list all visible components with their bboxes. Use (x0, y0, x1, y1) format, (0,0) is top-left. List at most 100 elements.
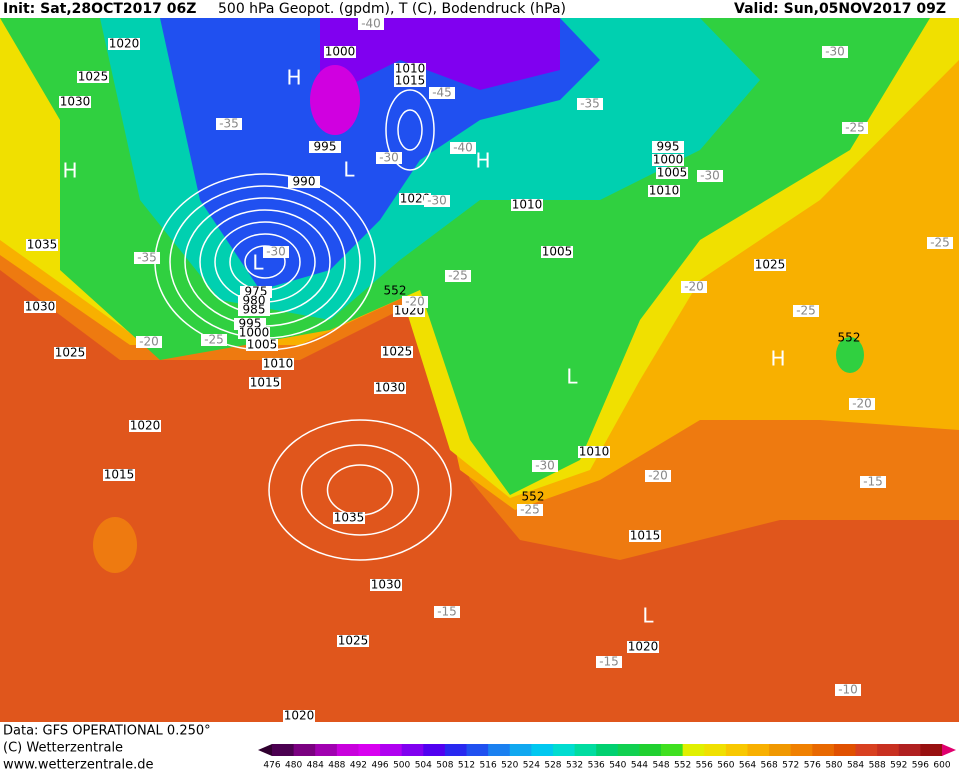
colorbar-segment (682, 744, 705, 756)
temperature-label: -45 (432, 86, 452, 100)
temperature-label: -25 (796, 304, 816, 318)
colorbar-label: 492 (350, 761, 367, 771)
isobar-label: 995 (657, 140, 680, 154)
colorbar-segment (898, 744, 921, 756)
temperature-label: -15 (437, 605, 457, 619)
isobar-label-box (652, 154, 684, 166)
temperature-label-box (402, 296, 428, 308)
colorbar-label: 476 (263, 761, 280, 771)
isobar-label: 995 (314, 140, 337, 154)
colorbar-segment (617, 744, 640, 756)
isobar-label: 1025 (382, 345, 413, 359)
temperature-label-box (835, 684, 861, 696)
colorbar-segment (358, 744, 381, 756)
colorbar-segment (423, 744, 446, 756)
isobar-label-box (656, 167, 688, 179)
contour-label: 552 (384, 284, 407, 298)
colorbar-segment (855, 744, 878, 756)
isobar-label: 1005 (542, 245, 573, 259)
pressure-center: L (642, 604, 654, 628)
isobar-label: 1010 (512, 198, 543, 212)
isobar (397, 109, 423, 151)
colorbar-segment (488, 744, 511, 756)
isobar-label: 1015 (250, 376, 281, 390)
isobar-label: 1015 (395, 74, 426, 88)
isobar-label-box (26, 239, 58, 251)
temperature-label-box (793, 305, 819, 317)
field (836, 337, 864, 373)
isobar (385, 89, 435, 171)
colorbar-label: 536 (588, 761, 605, 771)
isobar-label: 1035 (27, 238, 58, 252)
isobar-label-box (578, 446, 610, 458)
colorbar-label: 588 (869, 761, 886, 771)
temperature-label: -20 (405, 295, 425, 309)
isobar-label-box (333, 512, 365, 524)
isobar-label-box (129, 420, 161, 432)
isobar-label: 1010 (649, 184, 680, 198)
data-source: Data: GFS OPERATIONAL 0.250° (3, 724, 211, 739)
temperature-label: -35 (137, 251, 157, 265)
temperature-label: -30 (379, 151, 399, 165)
isobar-label: 985 (243, 303, 266, 317)
isobar-label: 1025 (78, 70, 109, 84)
isobar-label: 1010 (579, 445, 610, 459)
contour-label: 552 (838, 331, 861, 345)
product: 500 hPa Geopot. (gpdm), T (C), Bodendruc… (218, 1, 566, 17)
temperature-label: -25 (520, 503, 540, 517)
colorbar-arrow (258, 744, 272, 756)
temperature-label-box (429, 87, 455, 99)
copyright: (C) Wetterzentrale (3, 741, 123, 756)
pressure-center: H (286, 66, 301, 90)
pressure-center: L (566, 365, 578, 389)
colorbar-segment (596, 744, 619, 756)
isobar-label: 1025 (55, 346, 86, 360)
colorbar-segment (401, 744, 424, 756)
temperature-label: -35 (219, 117, 239, 131)
colorbar-segment (747, 744, 770, 756)
colorbar-segment (725, 744, 748, 756)
colorbar-label: 540 (609, 761, 626, 771)
temperature-label: -40 (453, 141, 473, 155)
colorbar-label: 544 (631, 761, 648, 771)
isobar-label: 1020 (400, 192, 431, 206)
colorbar-label: 520 (501, 761, 518, 771)
colorbar-label: 548 (652, 761, 669, 771)
isobar-label: 1020 (130, 419, 161, 433)
isobar-label: 1010 (263, 357, 294, 371)
isobar-label-box (77, 71, 109, 83)
colorbar-segment (552, 744, 576, 756)
isobar-label: 1030 (25, 300, 56, 314)
temperature-label: -25 (448, 269, 468, 283)
colorbar-label: 488 (328, 761, 345, 771)
colorbar-segment (877, 744, 900, 756)
isobar-label-box (337, 635, 369, 647)
isobar-label-box (246, 339, 278, 351)
temperature-label-box (376, 152, 402, 164)
isobar-label: 1005 (247, 338, 278, 352)
isobar-label-box (238, 304, 270, 316)
isobar-label-box (754, 259, 786, 271)
colorbar-label: 504 (415, 761, 432, 771)
temperature-label-box (450, 142, 476, 154)
colorbar-segment (272, 744, 295, 756)
colorbar-label: 484 (307, 761, 324, 771)
isobar-label-box (652, 141, 684, 153)
colorbar-segment (531, 744, 554, 756)
colorbar-label: 496 (371, 761, 388, 771)
temperature-label-box (424, 195, 450, 207)
colorbar-label: 572 (782, 761, 799, 771)
colorbar-label: 592 (890, 761, 907, 771)
isobar-label-box (541, 246, 573, 258)
temperature-label-box (927, 237, 953, 249)
colorbar-label: 508 (436, 761, 453, 771)
colorbar-segment (704, 744, 727, 756)
field (320, 18, 560, 100)
isobar-label: 1000 (325, 45, 356, 59)
isobar-label-box (262, 358, 294, 370)
isobar-label: 1030 (375, 381, 406, 395)
isobar (300, 444, 420, 536)
temperature-label-box (517, 504, 543, 516)
